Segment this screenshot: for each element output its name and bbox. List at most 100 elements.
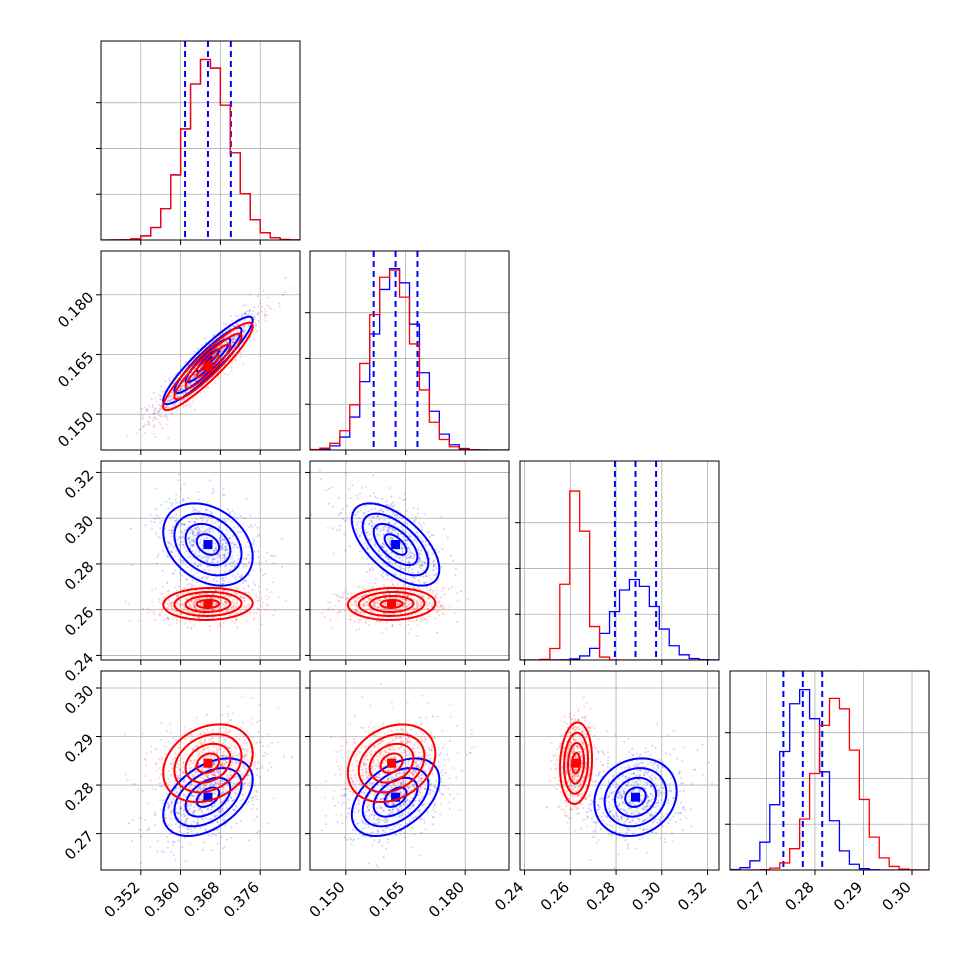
- sample-point: [171, 600, 174, 603]
- sample-point: [209, 629, 212, 632]
- sample-point: [244, 563, 247, 566]
- sample-point: [157, 409, 160, 412]
- sample-point: [194, 606, 197, 609]
- sample-point: [160, 756, 163, 759]
- sample-point: [443, 593, 446, 596]
- sample-point: [218, 538, 221, 541]
- sample-point: [267, 596, 270, 599]
- sample-point: [394, 562, 397, 565]
- sample-point: [148, 423, 151, 426]
- sample-point: [233, 543, 236, 546]
- sample-point: [188, 601, 191, 604]
- sample-point: [177, 816, 180, 819]
- sample-point: [349, 497, 352, 500]
- sample-point: [365, 593, 368, 596]
- sample-point: [165, 406, 168, 409]
- sample-point: [391, 529, 394, 532]
- sample-point: [437, 606, 440, 609]
- sample-point: [183, 483, 186, 486]
- sample-point: [243, 326, 246, 329]
- sample-point: [429, 578, 432, 581]
- sample-point: [160, 610, 163, 613]
- sample-point: [410, 555, 413, 558]
- sample-point: [213, 781, 216, 784]
- sample-point: [182, 544, 185, 547]
- sample-point: [194, 373, 197, 376]
- sample-point: [251, 310, 254, 313]
- hist-series-group: [520, 461, 719, 660]
- sample-point: [146, 828, 149, 831]
- sample-point: [200, 809, 203, 812]
- sample-point: [241, 332, 244, 335]
- sample-point: [246, 584, 249, 587]
- sample-point: [434, 565, 437, 568]
- sample-point: [196, 821, 199, 824]
- sample-point: [423, 617, 426, 620]
- sample-point: [394, 516, 397, 519]
- sample-point: [280, 565, 283, 568]
- sample-point: [181, 608, 184, 611]
- sample-point: [391, 531, 394, 534]
- sample-point: [186, 817, 189, 820]
- sample-point: [192, 574, 195, 577]
- sample-point: [422, 596, 425, 599]
- sample-point: [187, 520, 190, 523]
- sample-point: [200, 743, 203, 746]
- sample-point: [323, 615, 326, 618]
- sample-point: [383, 563, 386, 566]
- sample-point: [373, 605, 376, 608]
- sample-point: [170, 529, 173, 532]
- sample-point: [406, 594, 409, 597]
- sample-point: [432, 560, 435, 563]
- sample-point: [385, 500, 388, 503]
- sample-point: [181, 388, 184, 391]
- sample-point: [391, 510, 394, 513]
- sample-point: [173, 789, 176, 792]
- sample-point: [380, 508, 383, 511]
- sample-point: [219, 536, 222, 539]
- sample-point: [266, 304, 269, 307]
- sample-point: [388, 541, 391, 544]
- sample-point: [258, 776, 261, 779]
- sample-point: [225, 594, 228, 597]
- sample-point: [216, 750, 219, 753]
- sample-point: [327, 526, 330, 529]
- sample-point: [232, 605, 235, 608]
- sample-point: [208, 569, 211, 572]
- sample-point: [228, 563, 231, 566]
- sample-point: [244, 767, 247, 770]
- sample-point: [190, 783, 193, 786]
- sample-point: [185, 528, 188, 531]
- sample-point: [415, 602, 418, 605]
- sample-point: [230, 606, 233, 609]
- sample-point: [160, 503, 163, 506]
- sample-point: [370, 598, 373, 601]
- sample-point: [206, 746, 209, 749]
- sample-point: [183, 529, 186, 532]
- sample-point: [220, 535, 223, 538]
- sample-point: [221, 545, 224, 548]
- sample-point: [248, 309, 251, 312]
- sample-point: [175, 787, 178, 790]
- sample-point: [247, 313, 250, 316]
- sample-point: [222, 621, 225, 624]
- sample-point: [198, 531, 201, 534]
- sample-point: [196, 788, 199, 791]
- sample-point: [391, 578, 394, 581]
- sample-point: [213, 757, 216, 760]
- sample-point: [170, 800, 173, 803]
- sample-point: [415, 515, 418, 518]
- sample-point: [187, 832, 190, 835]
- sample-point: [358, 535, 361, 538]
- sample-point: [338, 610, 341, 613]
- sample-point: [149, 513, 152, 516]
- sample-point: [263, 751, 266, 754]
- sample-point: [235, 593, 238, 596]
- sample-point: [401, 558, 404, 561]
- sample-point: [376, 606, 379, 609]
- sample-point: [175, 622, 178, 625]
- sample-point: [193, 594, 196, 597]
- sample-point: [377, 606, 380, 609]
- sample-point: [162, 822, 165, 825]
- sample-point: [170, 607, 173, 610]
